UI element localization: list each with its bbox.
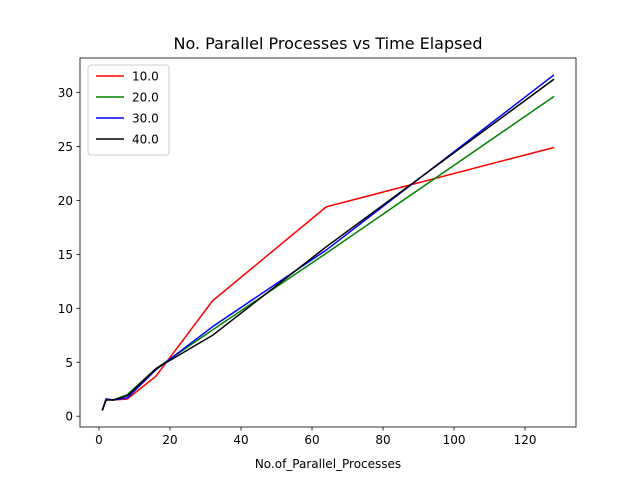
axes-frame — [79, 57, 577, 428]
y-tick-label: 25 — [58, 140, 73, 154]
x-tick-label: 0 — [95, 433, 103, 447]
legend-box — [87, 64, 170, 156]
legend-label-30.0: 30.0 — [132, 112, 159, 126]
legend-label-20.0: 20.0 — [132, 91, 159, 105]
plot-area — [79, 57, 577, 428]
y-tick-label: 20 — [58, 194, 73, 208]
series-line-30.0 — [101, 74, 555, 411]
y-axis-ticks: 0 5 10 15 20 25 30 — [58, 86, 80, 424]
legend-label-40.0: 40.0 — [132, 133, 159, 147]
x-tick-label: 60 — [304, 433, 319, 447]
y-tick-label: 5 — [65, 356, 73, 370]
x-tick-label: 20 — [162, 433, 177, 447]
series-line-40.0 — [101, 78, 555, 411]
legend: 10.0 20.0 30.0 40.0 — [87, 64, 170, 156]
y-tick-label: 30 — [58, 86, 73, 100]
x-tick-label: 100 — [443, 433, 466, 447]
series-line-20.0 — [101, 95, 555, 411]
y-tick-label: 0 — [65, 410, 73, 424]
y-tick-label: 15 — [58, 248, 73, 262]
x-tick-label: 40 — [233, 433, 248, 447]
x-tick-label: 80 — [375, 433, 390, 447]
legend-label-10.0: 10.0 — [132, 70, 159, 84]
x-axis-label: No.of_Parallel_Processes — [255, 457, 401, 471]
series-line-10.0 — [101, 146, 555, 411]
y-tick-label: 10 — [58, 302, 73, 316]
x-tick-label: 120 — [514, 433, 537, 447]
chart-title: No. Parallel Processes vs Time Elapsed — [174, 34, 483, 53]
x-axis-ticks: 0 20 40 60 80 100 120 — [95, 427, 537, 447]
